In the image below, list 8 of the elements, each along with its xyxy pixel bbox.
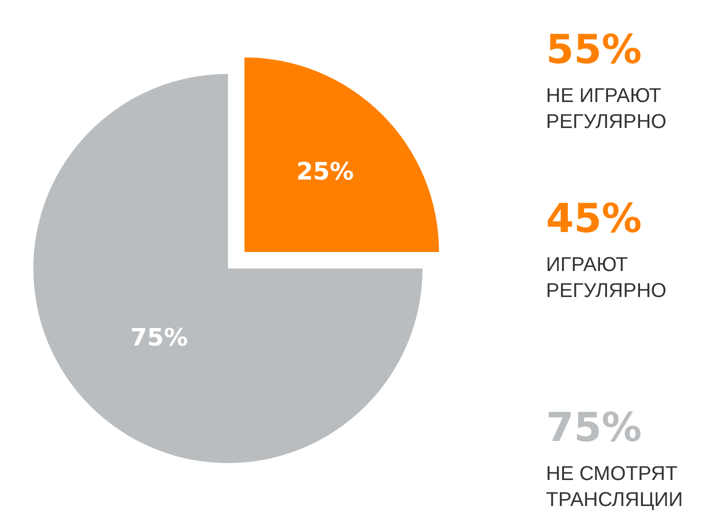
text: 45% <box>546 196 642 242</box>
data-label: 25% <box>296 157 354 186</box>
text: 55% <box>546 27 642 73</box>
text: НЕ ИГРАЮТ РЕГУЛЯРНО <box>546 85 666 133</box>
text: НЕ СМОТРЯТ ТРАНСЛЯЦИИ <box>546 463 683 511</box>
text: ИГРАЮТ РЕГУЛЯРНО <box>546 254 666 302</box>
text: 75% <box>546 405 642 451</box>
data-label: 75% <box>130 323 188 352</box>
